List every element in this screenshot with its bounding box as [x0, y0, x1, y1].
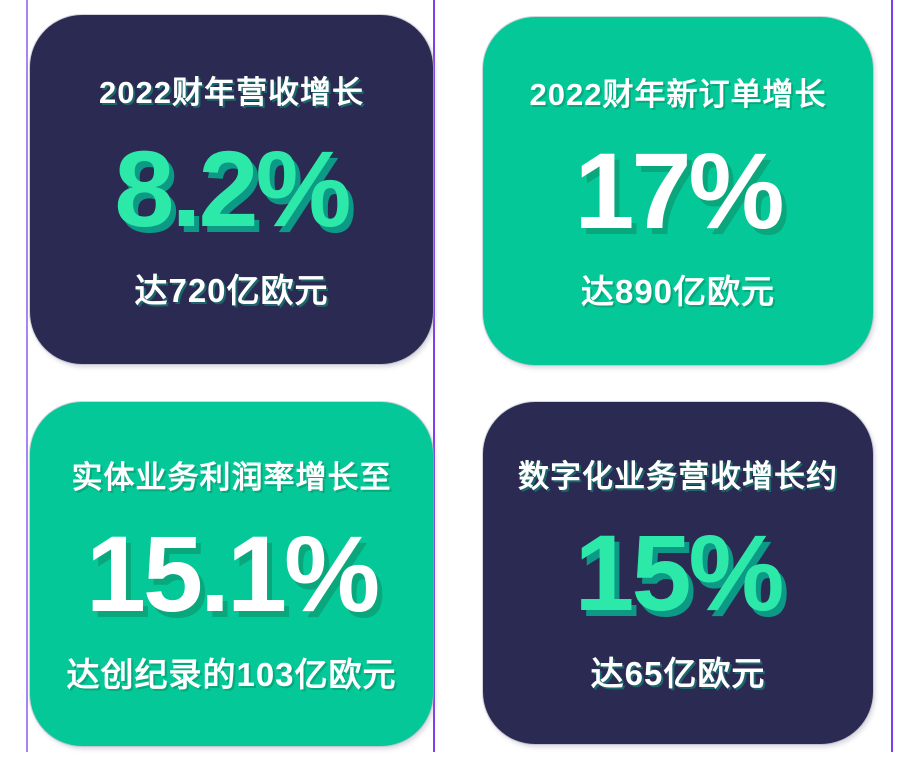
- vertical-guide-center: [433, 0, 435, 752]
- card-value: 15.1%: [85, 512, 380, 634]
- card-value: 15%: [574, 511, 784, 633]
- stat-card-new-orders-growth: 2022财年新订单增长 17% 达890亿欧元: [483, 17, 873, 365]
- card-value: 17%: [574, 129, 784, 251]
- stat-card-revenue-growth: 2022财年营收增长 8.2% 达720亿欧元: [30, 15, 433, 364]
- card-value: 8.2%: [114, 128, 351, 250]
- stat-card-industrial-margin-growth: 实体业务利润率增长至 15.1% 达创纪录的103亿欧元: [30, 402, 433, 746]
- card-subtitle: 达890亿欧元: [580, 273, 776, 311]
- card-subtitle: 达65亿欧元: [590, 655, 766, 693]
- card-title: 2022财年营收增长: [99, 75, 364, 111]
- card-subtitle: 达创纪录的103亿欧元: [66, 656, 397, 694]
- card-title: 数字化业务营收增长约: [518, 458, 838, 494]
- card-title: 2022财年新订单增长: [529, 76, 827, 112]
- vertical-guide-right: [891, 0, 893, 752]
- vertical-guide-left: [26, 0, 28, 752]
- stat-card-digital-revenue-growth: 数字化业务营收增长约 15% 达65亿欧元: [483, 402, 873, 744]
- card-title: 实体业务利润率增长至: [71, 459, 392, 495]
- card-subtitle: 达720亿欧元: [134, 271, 329, 309]
